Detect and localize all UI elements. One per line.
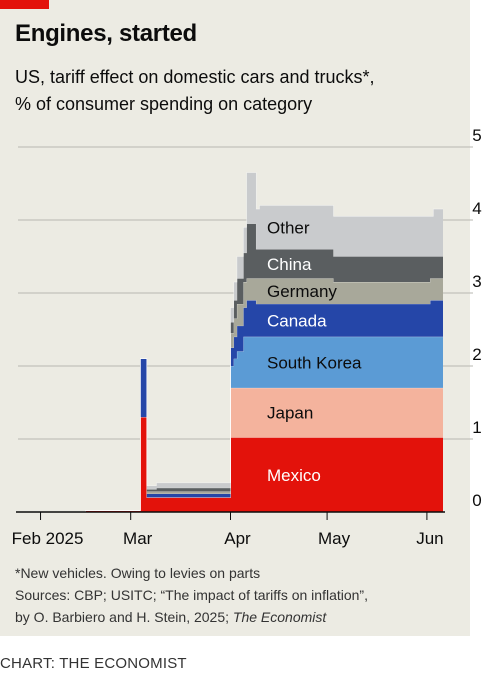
- sources-line-2-text: by O. Barbiero and H. Stein, 2025;: [15, 609, 233, 625]
- x-tick-label: Feb 2025: [12, 529, 84, 548]
- subtitle-line-1: US, tariff effect on domestic cars and t…: [15, 67, 375, 87]
- sources-line-2: by O. Barbiero and H. Stein, 2025; The E…: [15, 606, 465, 628]
- y-tick-label: 5: [472, 126, 481, 145]
- footnote: *New vehicles. Owing to levies on parts: [15, 565, 261, 581]
- x-tick-label: Jun: [416, 529, 443, 548]
- x-axis: Feb 2025 Mar Apr May Jun: [12, 511, 445, 548]
- label-germany: Germany: [267, 282, 337, 301]
- x-tick-label: May: [318, 529, 351, 548]
- y-tick-label: 2: [472, 345, 481, 364]
- y-tick-label: 0: [472, 491, 481, 510]
- label-south-korea: South Korea: [267, 353, 362, 372]
- chart-credit: CHART: THE ECONOMIST: [0, 655, 187, 672]
- label-china: China: [267, 255, 312, 274]
- label-japan: Japan: [267, 404, 313, 423]
- label-other: Other: [267, 218, 310, 237]
- subtitle-line-2: % of consumer spending on category: [15, 94, 313, 114]
- area-south-korea: [18, 336, 443, 512]
- area-japan: [18, 387, 443, 512]
- label-canada: Canada: [267, 311, 327, 330]
- series-labels: Mexico Japan South Korea Canada Germany China…: [267, 218, 362, 484]
- sources-publication: The Economist: [232, 609, 327, 625]
- y-tick-label: 1: [472, 418, 481, 437]
- y-tick-label: 4: [472, 199, 481, 218]
- sources-line-1: Sources: CBP; USITC; “The impact of tari…: [15, 587, 368, 603]
- chart-notes: *New vehicles. Owing to levies on parts …: [15, 562, 465, 628]
- x-tick-label: Mar: [123, 529, 153, 548]
- brand-red-bar: [0, 0, 49, 9]
- area-germany: [18, 278, 443, 512]
- label-mexico: Mexico: [267, 466, 321, 485]
- series-areas: [18, 172, 443, 513]
- chart-title: Engines, started: [15, 20, 197, 47]
- x-tick-label: Apr: [224, 529, 251, 548]
- area-canada: [18, 300, 443, 512]
- y-axis: 0 1 2 3 4 5: [472, 126, 481, 510]
- edge-other: [18, 172, 443, 513]
- chart-subtitle: US, tariff effect on domestic cars and t…: [15, 64, 465, 118]
- y-tick-label: 3: [472, 272, 481, 291]
